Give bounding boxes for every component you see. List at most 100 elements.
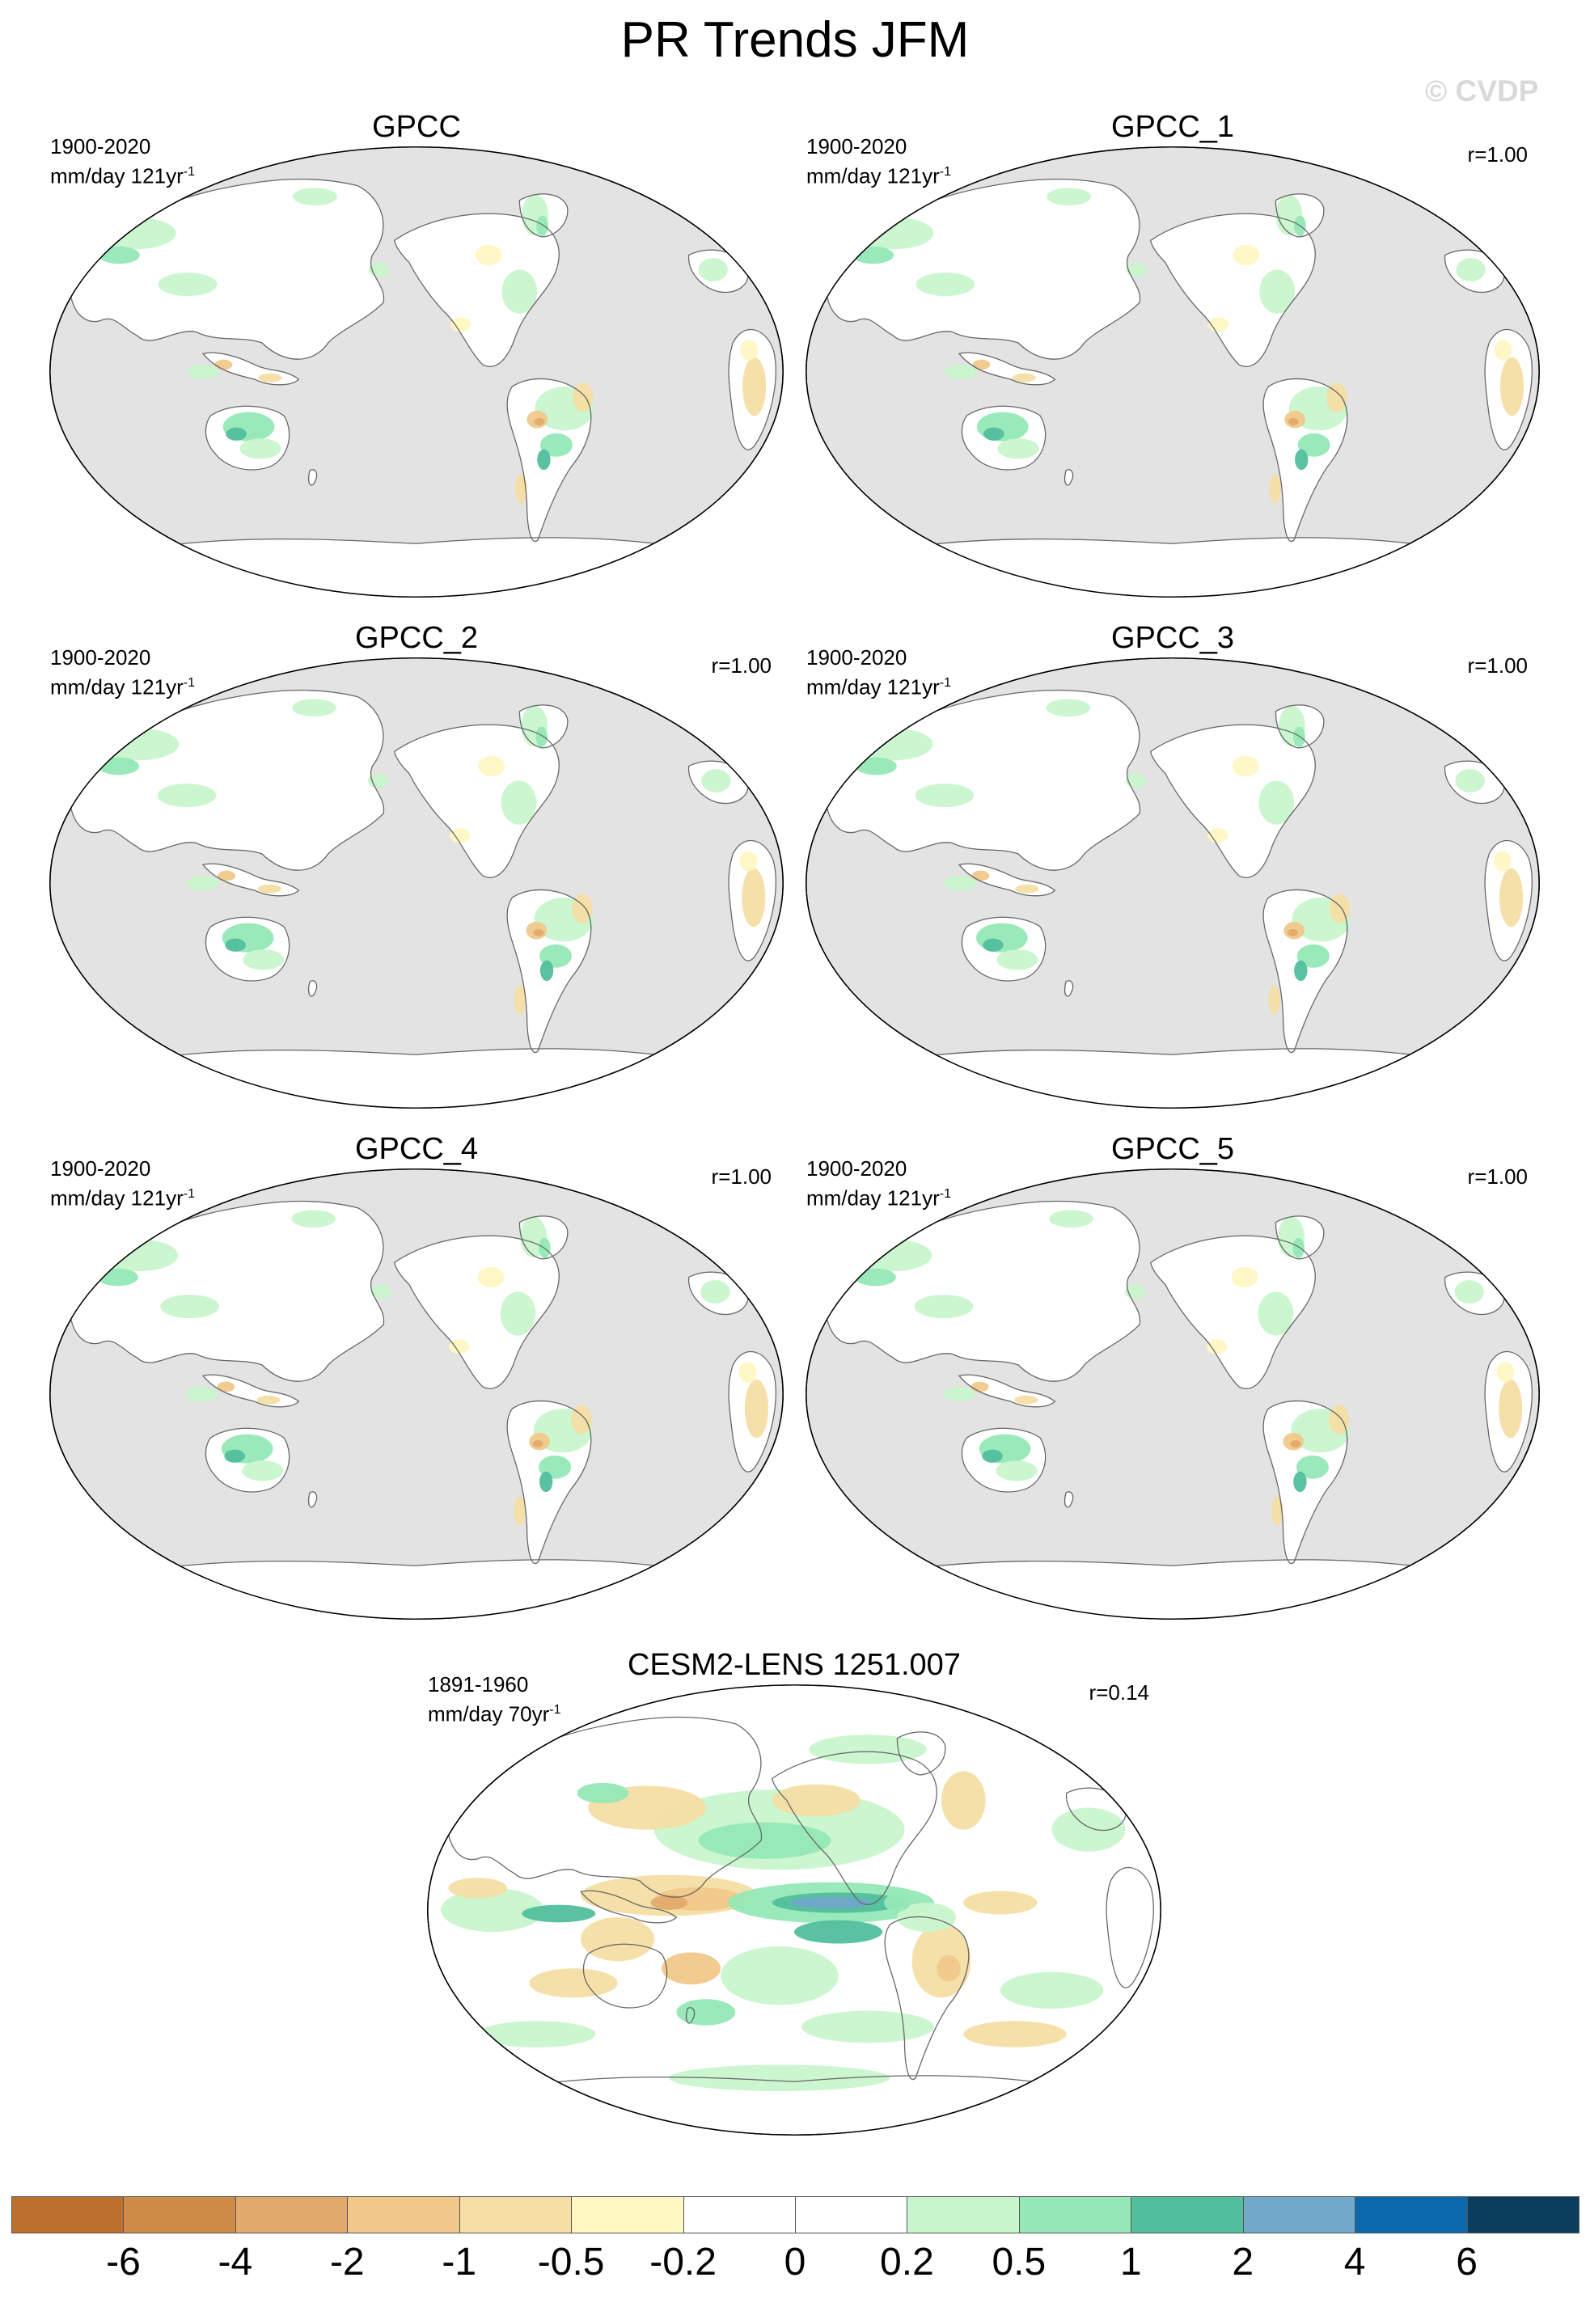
coastline-eurasia [826,689,1141,871]
trend-patch [1296,1455,1329,1479]
trend-patch [721,1946,839,2005]
trend-patch [941,1771,986,1830]
panel-title: GPCC_4 [354,1132,479,1166]
trend-patch [572,894,593,923]
trend-patch [695,718,720,733]
trend-patch [676,1999,736,2026]
panel-units-exponent: -1 [939,165,951,179]
coastline-namerica [1149,1235,1316,1389]
panel-units-exponent: -1 [939,1187,951,1201]
trend-patch [698,258,728,281]
figure-title: PR Trends JFM [620,12,970,68]
coastline-namerica [393,724,560,878]
trend-patch [1496,1362,1515,1383]
coastline-nzealand [685,2007,696,2024]
trend-patch [185,1386,218,1402]
trend-patch [537,449,551,471]
coastline-greenland [518,704,569,749]
coastline-samerica [1262,889,1348,1054]
coastline-eurasia [70,689,385,871]
trend-patch [1295,449,1309,471]
map-border [49,146,784,598]
trend-patch [1051,1807,1126,1852]
trend-patch [972,359,991,370]
panel-units: mm/day 121yr-1 [806,1181,951,1211]
coastline-greenland [1275,704,1325,749]
coastline-australia [205,1427,290,1493]
trend-patch [478,755,505,777]
coastline-europe [688,1271,749,1316]
coastline-eurasia [70,178,385,360]
trend-patch [534,417,545,425]
colorbar-box [459,2196,573,2233]
trend-patch [522,1904,596,1923]
coastline-nzealand [1064,469,1074,486]
coastline-eurasia [826,178,1141,360]
trend-patch [997,438,1039,459]
panel-units: mm/day 121yr-1 [806,159,951,189]
trend-patch [1233,244,1260,266]
coastline-australia [961,405,1047,471]
trend-patch [996,949,1038,970]
trend-patch [571,1405,592,1435]
map-border [49,1168,784,1620]
trend-patch [514,985,526,1015]
panel-title: GPCC_5 [1110,1132,1235,1166]
trend-patch [217,1381,235,1392]
coastline-seasia [201,863,300,897]
trend-patch [996,1460,1038,1481]
trend-patch [1231,1266,1258,1288]
map-panel: GPCC_1 1900-2020 mm/day 121yr-1 r=1.00 [805,110,1541,606]
colorbar-box [1466,2196,1579,2233]
trend-patch [1453,718,1477,733]
coastline-namerica [1149,724,1316,878]
coastline-australia [961,916,1047,982]
panel-units-text: mm/day 121yr [806,674,940,699]
colorbar-box [1355,2196,1468,2233]
panel-correlation: r=1.00 [711,1164,772,1189]
colorbar-box [795,2196,908,2233]
trend-patch [1454,1280,1484,1304]
coastline-seasia [579,1890,678,1924]
coastline-australia [582,1943,668,2009]
trend-patch [1269,474,1281,504]
trend-patch [855,757,897,775]
land-antarctica [129,1559,704,1620]
panel-period: 1900-2020 [806,134,907,158]
coastline-europe [688,760,749,805]
trend-patch [450,317,472,332]
coastline-nzealand [1064,980,1074,997]
colorbar-label: 1 [1119,2241,1142,2284]
panel-period: 1891-1960 [428,1672,529,1697]
land-namerica [394,725,560,878]
coastline-nzealand [307,1491,318,1508]
trend-patch [477,2021,596,2047]
panel-units-text: mm/day 121yr [50,674,184,699]
trend-patch [809,1735,927,1764]
trend-patch [700,1280,730,1304]
trend-patch [501,269,538,314]
trend-patch [669,2064,890,2091]
land-antarctica [886,537,1460,598]
trend-patch [1207,828,1228,843]
coastline-australia [961,1427,1047,1493]
map-panel: GPCC 1900-2020 mm/day 121yr-1 [49,110,784,606]
world-map [49,146,784,598]
trend-patch [915,784,975,808]
coastline-samerica [1262,378,1348,543]
coastline-samerica [1262,1400,1348,1565]
world-map [806,1168,1540,1620]
coastline-eurasia [826,1200,1141,1382]
coastline-australia [205,916,290,982]
coastline-nzealand [1064,1491,1074,1508]
trend-patch [1499,868,1524,927]
coastline-samerica [506,889,592,1054]
trend-patch [790,1896,872,1909]
trend-patch [158,273,218,297]
trend-patch [1290,1439,1301,1447]
trend-patch [291,1210,336,1228]
trend-patch [1258,780,1295,825]
trend-patch [696,207,720,222]
trend-patch [581,1917,655,1962]
trend-patch [1126,262,1148,277]
